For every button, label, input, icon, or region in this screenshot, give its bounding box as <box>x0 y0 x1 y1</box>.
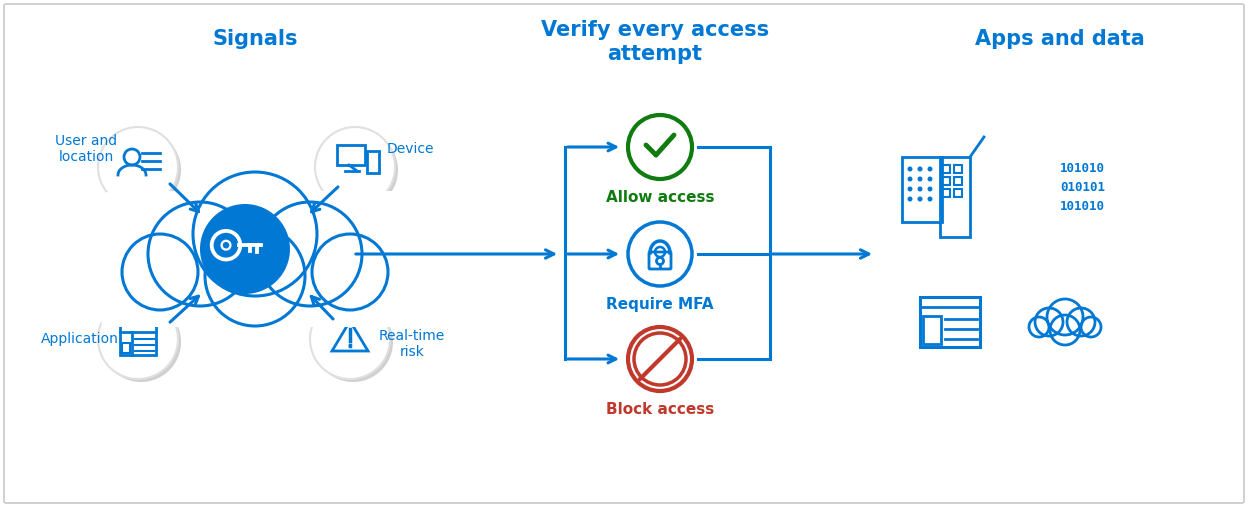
Circle shape <box>312 234 388 310</box>
Circle shape <box>927 197 932 201</box>
Circle shape <box>1081 317 1101 337</box>
Circle shape <box>628 222 691 286</box>
Circle shape <box>318 130 398 210</box>
Text: Require MFA: Require MFA <box>607 297 714 311</box>
Text: Signals: Signals <box>212 29 298 49</box>
FancyBboxPatch shape <box>4 4 1244 503</box>
Circle shape <box>1050 315 1080 345</box>
Circle shape <box>101 302 181 382</box>
Circle shape <box>314 127 396 207</box>
Circle shape <box>907 187 912 192</box>
Circle shape <box>907 197 912 201</box>
FancyBboxPatch shape <box>97 191 413 327</box>
Circle shape <box>222 241 231 249</box>
Text: User and
location: User and location <box>55 134 117 164</box>
Circle shape <box>313 302 393 382</box>
Text: Block access: Block access <box>605 402 714 416</box>
Circle shape <box>1067 308 1094 336</box>
Circle shape <box>917 166 922 171</box>
FancyBboxPatch shape <box>367 151 379 173</box>
Circle shape <box>1035 308 1063 336</box>
Circle shape <box>205 226 305 326</box>
Circle shape <box>917 197 922 201</box>
Circle shape <box>927 176 932 182</box>
Ellipse shape <box>200 204 290 294</box>
Circle shape <box>907 166 912 171</box>
Text: Apps and data: Apps and data <box>975 29 1144 49</box>
Circle shape <box>917 187 922 192</box>
Circle shape <box>1047 299 1083 335</box>
Circle shape <box>1030 317 1050 337</box>
Circle shape <box>628 327 691 391</box>
Circle shape <box>193 172 317 296</box>
Circle shape <box>917 176 922 182</box>
Circle shape <box>348 344 352 347</box>
Text: Device: Device <box>386 142 434 156</box>
Circle shape <box>927 187 932 192</box>
Circle shape <box>907 176 912 182</box>
Circle shape <box>99 127 178 207</box>
Text: Allow access: Allow access <box>605 190 714 204</box>
Circle shape <box>628 115 691 179</box>
Circle shape <box>258 202 362 306</box>
Text: Real-time
risk: Real-time risk <box>379 329 446 359</box>
Circle shape <box>122 234 198 310</box>
Text: Application: Application <box>41 332 119 346</box>
Text: 101010
010101
101010: 101010 010101 101010 <box>1060 162 1104 212</box>
Circle shape <box>99 299 178 379</box>
Circle shape <box>101 130 181 210</box>
Circle shape <box>927 166 932 171</box>
Circle shape <box>310 299 391 379</box>
FancyBboxPatch shape <box>1036 305 1094 337</box>
Circle shape <box>149 202 252 306</box>
Text: Verify every access
attempt: Verify every access attempt <box>540 20 769 63</box>
